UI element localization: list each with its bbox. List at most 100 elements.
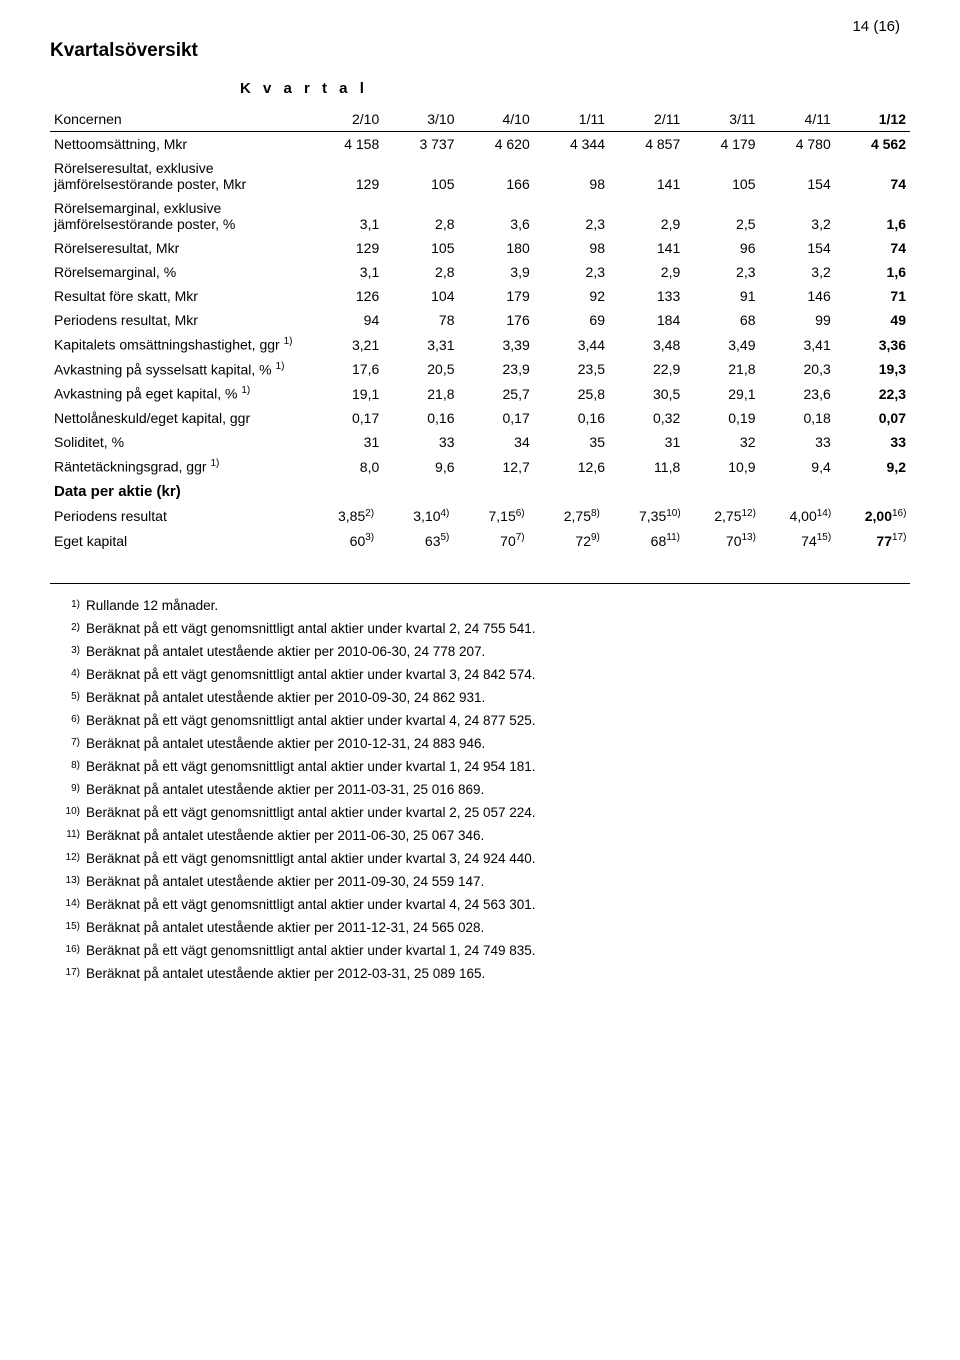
cell: 11,8: [609, 454, 684, 479]
footnote-number: 16): [50, 943, 86, 958]
cell: 2,9: [609, 196, 684, 236]
cell: 129: [308, 236, 383, 260]
row-label: Eget kapital: [50, 528, 308, 553]
cell: 2,8: [383, 196, 458, 236]
footnote-text: Beräknat på antalet utestående aktier pe…: [86, 690, 910, 705]
cell: 126: [308, 284, 383, 308]
table-row: Rörelsemarginal, %3,12,83,92,32,92,33,21…: [50, 260, 910, 284]
cell: 104: [383, 284, 458, 308]
cell: 154: [760, 156, 835, 196]
cell: 3,49: [684, 332, 759, 357]
cell: 3,6: [459, 196, 534, 236]
cell: 21,8: [383, 381, 458, 406]
cell: 154: [760, 236, 835, 260]
cell: 3,1: [308, 196, 383, 236]
page: 14 (16) Kvartalsöversikt K v a r t a l K…: [0, 0, 960, 1360]
footnote-text: Beräknat på ett vägt genomsnittligt anta…: [86, 713, 910, 728]
cell: 0,18: [760, 406, 835, 430]
cell: 7,156): [459, 504, 534, 529]
col-0: 2/10: [308, 107, 383, 132]
cell: 78: [383, 308, 458, 332]
col-2: 4/10: [459, 107, 534, 132]
cell: 180: [459, 236, 534, 260]
table-row: Periodens resultat3,852)3,104)7,156)2,75…: [50, 504, 910, 529]
cell: 92: [534, 284, 609, 308]
footnote-text: Beräknat på antalet utestående aktier pe…: [86, 828, 910, 843]
cell: 635): [383, 528, 458, 553]
spacer-row: Data per aktie (kr): [50, 479, 910, 504]
footnote: 6)Beräknat på ett vägt genomsnittligt an…: [50, 713, 910, 728]
footnote-number: 12): [50, 851, 86, 866]
cell: 4 562: [835, 132, 910, 157]
cell: 22,9: [609, 357, 684, 382]
footnote: 15)Beräknat på antalet utestående aktier…: [50, 920, 910, 935]
footnote: 16)Beräknat på ett vägt genomsnittligt a…: [50, 943, 910, 958]
footnote: 11)Beräknat på antalet utestående aktier…: [50, 828, 910, 843]
row-label: Rörelseresultat, exklusive jämförelsestö…: [50, 156, 308, 196]
cell: 0,19: [684, 406, 759, 430]
table-body: Nettoomsättning, Mkr4 1583 7374 6204 344…: [50, 132, 910, 553]
cell: 7415): [760, 528, 835, 553]
footnote-number: 11): [50, 828, 86, 843]
cell: 31: [308, 430, 383, 454]
footnote-number: 10): [50, 805, 86, 820]
table-header: Koncernen 2/10 3/10 4/10 1/11 2/11 3/11 …: [50, 107, 910, 132]
cell: 105: [383, 236, 458, 260]
cell: 3,39: [459, 332, 534, 357]
cell: 179: [459, 284, 534, 308]
footnote-text: Beräknat på antalet utestående aktier pe…: [86, 644, 910, 659]
cell: 184: [609, 308, 684, 332]
row-label: Nettoomsättning, Mkr: [50, 132, 308, 157]
cell: 2,3: [534, 196, 609, 236]
footnote-number: 9): [50, 782, 86, 797]
footnote-number: 6): [50, 713, 86, 728]
kvartal-label: K v a r t a l: [240, 80, 910, 97]
footnote: 9)Beräknat på antalet utestående aktier …: [50, 782, 910, 797]
cell: 3,36: [835, 332, 910, 357]
cell: 19,3: [835, 357, 910, 382]
cell: 31: [609, 430, 684, 454]
cell: 8,0: [308, 454, 383, 479]
footnote-number: 7): [50, 736, 86, 751]
cell: 6811): [609, 528, 684, 553]
footnote-text: Beräknat på ett vägt genomsnittligt anta…: [86, 851, 910, 866]
footnote-text: Beräknat på ett vägt genomsnittligt anta…: [86, 667, 910, 682]
footnote-number: 14): [50, 897, 86, 912]
cell: 99: [760, 308, 835, 332]
footnote-number: 4): [50, 667, 86, 682]
cell: 33: [383, 430, 458, 454]
cell: 7013): [684, 528, 759, 553]
cell: 0,16: [383, 406, 458, 430]
cell: 3,31: [383, 332, 458, 357]
footnote-text: Beräknat på antalet utestående aktier pe…: [86, 782, 910, 797]
cell: 4,0014): [760, 504, 835, 529]
cell: 105: [684, 156, 759, 196]
table-row: Räntetäckningsgrad, ggr 1)8,09,612,712,6…: [50, 454, 910, 479]
cell: 23,5: [534, 357, 609, 382]
footnote-text: Beräknat på antalet utestående aktier pe…: [86, 874, 910, 889]
cell: 2,9: [609, 260, 684, 284]
footnote-number: 5): [50, 690, 86, 705]
row-label: Kapitalets omsättningshastighet, ggr 1): [50, 332, 308, 357]
cell: 1,6: [835, 260, 910, 284]
footnote-number: 8): [50, 759, 86, 774]
cell: 32: [684, 430, 759, 454]
page-title: Kvartalsöversikt: [50, 40, 910, 62]
footnote-text: Beräknat på antalet utestående aktier pe…: [86, 736, 910, 751]
row-label: Rörelsemarginal, exklusive jämförelsestö…: [50, 196, 308, 236]
row-label: Soliditet, %: [50, 430, 308, 454]
footnote-number: 13): [50, 874, 86, 889]
cell: 141: [609, 236, 684, 260]
cell: 3,1: [308, 260, 383, 284]
footnote-text: Beräknat på ett vägt genomsnittligt anta…: [86, 897, 910, 912]
table-row: Rörelseresultat, Mkr12910518098141961547…: [50, 236, 910, 260]
table-row: Rörelsemarginal, exklusive jämförelsestö…: [50, 196, 910, 236]
cell: 20,3: [760, 357, 835, 382]
cell: 3,852): [308, 504, 383, 529]
table-row: Kapitalets omsättningshastighet, ggr 1) 3…: [50, 332, 910, 357]
cell: 23,6: [760, 381, 835, 406]
cell: 4 158: [308, 132, 383, 157]
cell: 4 179: [684, 132, 759, 157]
cell: 3,104): [383, 504, 458, 529]
footnote-number: 15): [50, 920, 86, 935]
